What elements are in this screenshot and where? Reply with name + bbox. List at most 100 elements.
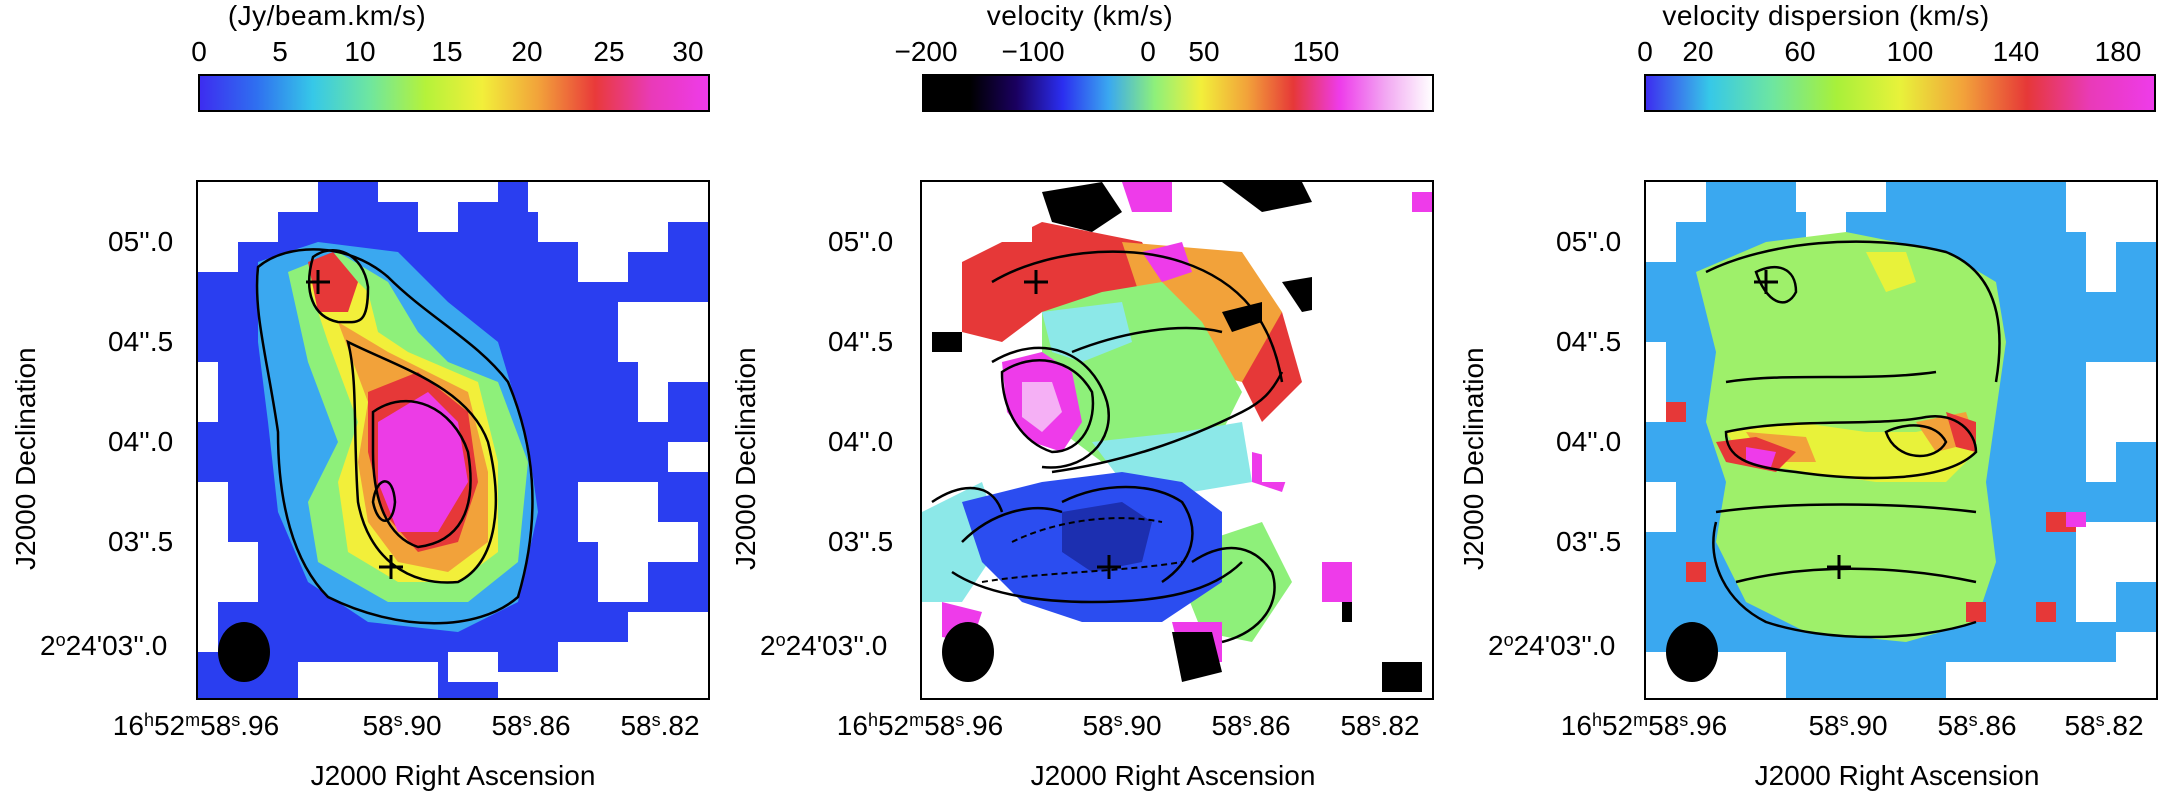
x-tick: 58s.86 bbox=[491, 710, 571, 741]
ra-seconds: 58 bbox=[924, 710, 956, 741]
ra-seconds: 58 bbox=[491, 710, 523, 741]
ra-fraction: .96 bbox=[240, 710, 280, 741]
deg-value: 2 bbox=[760, 630, 776, 661]
x-axis-title: J2000 Right Ascension bbox=[1030, 760, 1316, 791]
colorbar-tick: 10 bbox=[344, 36, 376, 67]
y-tick: 2o24'03''.0 bbox=[760, 630, 888, 661]
ra-seconds: 58 bbox=[1648, 710, 1680, 741]
x-tick: 58s.86 bbox=[1211, 710, 1291, 741]
ra-seconds: 58 bbox=[620, 710, 652, 741]
y-tick: 03''.5 bbox=[828, 526, 894, 557]
ra-fraction: .96 bbox=[1688, 710, 1728, 741]
ra-fraction: .90 bbox=[1848, 710, 1888, 741]
deg-value: 2 bbox=[40, 630, 56, 661]
colorbar-tick: 0 bbox=[1637, 36, 1653, 67]
colorbar-tick: 20 bbox=[511, 36, 543, 67]
ra-fraction: .82 bbox=[2104, 710, 2144, 741]
x-tick: 58s.90 bbox=[362, 710, 442, 741]
x-axis-title: J2000 Right Ascension bbox=[310, 760, 596, 791]
ra-fraction: .86 bbox=[531, 710, 571, 741]
y-tick: 04''.5 bbox=[1556, 326, 1622, 357]
x-tick: 16h52m58s.96 bbox=[1560, 710, 1728, 741]
dispersion-map bbox=[1644, 180, 2158, 700]
y-tick: 2o24'03''.0 bbox=[1488, 630, 1616, 661]
y-tick: 2o24'03''.0 bbox=[40, 630, 168, 661]
y-axis-title: J2000 Declination bbox=[730, 347, 761, 570]
ra-minutes: 52 bbox=[877, 710, 910, 741]
colorbar-tick: 180 bbox=[2094, 36, 2142, 67]
ra-seconds: 58 bbox=[1937, 710, 1969, 741]
colorbar-tick: −200 bbox=[894, 36, 958, 67]
beam-ellipse bbox=[1666, 622, 1718, 682]
y-tick: 05''.0 bbox=[828, 226, 894, 257]
colorbar-tick: 15 bbox=[431, 36, 463, 67]
ra-fraction: .90 bbox=[402, 710, 442, 741]
ra-minutes: 52 bbox=[1601, 710, 1634, 741]
ra-fraction: .86 bbox=[1251, 710, 1291, 741]
x-axis-title: J2000 Right Ascension bbox=[1754, 760, 2040, 791]
colorbar-tick: 100 bbox=[1886, 36, 1934, 67]
colorbar-title: velocity dispersion (km/s) bbox=[1662, 0, 1990, 31]
colorbar-tick: 20 bbox=[1682, 36, 1714, 67]
colorbar-tick: 30 bbox=[672, 36, 704, 67]
x-tick: 58s.86 bbox=[1937, 710, 2017, 741]
colorbar-tick: 5 bbox=[272, 36, 288, 67]
colorbar-tick: 0 bbox=[1140, 36, 1156, 67]
ra-fraction: .86 bbox=[1977, 710, 2017, 741]
colorbar bbox=[1644, 74, 2156, 112]
colorbar bbox=[922, 74, 1434, 112]
y-tick: 04''.0 bbox=[828, 426, 894, 457]
x-tick: 58s.82 bbox=[2064, 710, 2144, 741]
ra-hours: 16 bbox=[112, 710, 144, 741]
panel-velocity: velocity (km/s) −200 −100 0 50 150 J2000… bbox=[724, 0, 1434, 800]
colorbar-tick: 50 bbox=[1188, 36, 1220, 67]
ra-minutes: 52 bbox=[153, 710, 186, 741]
ra-fraction: .90 bbox=[1122, 710, 1162, 741]
y-tick: 04''.5 bbox=[108, 326, 174, 357]
ra-seconds: 58 bbox=[1340, 710, 1372, 741]
y-tick: 03''.5 bbox=[108, 526, 174, 557]
colorbar-title: (Jy/beam.km/s) bbox=[227, 0, 427, 31]
y-tick: 03''.5 bbox=[1556, 526, 1622, 557]
ra-seconds: 58 bbox=[1808, 710, 1840, 741]
y-tick: 04''.5 bbox=[828, 326, 894, 357]
dec-value: 24'03''.0 bbox=[1513, 630, 1616, 661]
intensity-map bbox=[196, 180, 710, 700]
ra-seconds: 58 bbox=[1082, 710, 1114, 741]
ra-seconds: 58 bbox=[362, 710, 394, 741]
velocity-map bbox=[920, 180, 1434, 700]
panel-dispersion: velocity dispersion (km/s) 0 20 60 100 1… bbox=[1452, 0, 2158, 800]
colorbar-tick: 150 bbox=[1292, 36, 1340, 67]
beam-ellipse bbox=[942, 622, 994, 682]
x-tick: 16h52m58s.96 bbox=[112, 710, 280, 741]
ra-hours: 16 bbox=[1560, 710, 1592, 741]
colorbar-tick: −100 bbox=[1001, 36, 1065, 67]
y-axis-title: J2000 Declination bbox=[1458, 347, 1489, 570]
panel-intensity: (Jy/beam.km/s) 0 5 10 15 20 25 30 J2000 … bbox=[0, 0, 710, 800]
x-tick: 58s.82 bbox=[1340, 710, 1420, 741]
x-tick: 58s.90 bbox=[1082, 710, 1162, 741]
colorbar bbox=[198, 74, 710, 112]
colorbar-title: velocity (km/s) bbox=[986, 0, 1174, 31]
y-tick: 05''.0 bbox=[108, 226, 174, 257]
ra-fraction: .82 bbox=[660, 710, 700, 741]
dec-value: 24'03''.0 bbox=[785, 630, 888, 661]
colorbar-tick: 25 bbox=[593, 36, 625, 67]
beam-ellipse bbox=[218, 622, 270, 682]
colorbar-tick: 0 bbox=[191, 36, 207, 67]
y-tick: 04''.0 bbox=[1556, 426, 1622, 457]
ra-seconds: 58 bbox=[1211, 710, 1243, 741]
deg-value: 2 bbox=[1488, 630, 1504, 661]
x-tick: 58s.90 bbox=[1808, 710, 1888, 741]
ra-seconds: 58 bbox=[2064, 710, 2096, 741]
x-tick: 16h52m58s.96 bbox=[836, 710, 1004, 741]
colorbar-tick: 140 bbox=[1992, 36, 2040, 67]
colorbar-tick: 60 bbox=[1784, 36, 1816, 67]
dec-value: 24'03''.0 bbox=[65, 630, 168, 661]
ra-fraction: .96 bbox=[964, 710, 1004, 741]
y-axis-title: J2000 Declination bbox=[10, 347, 41, 570]
ra-hours: 16 bbox=[836, 710, 868, 741]
y-tick: 04''.0 bbox=[108, 426, 174, 457]
ra-seconds: 58 bbox=[200, 710, 232, 741]
y-tick: 05''.0 bbox=[1556, 226, 1622, 257]
